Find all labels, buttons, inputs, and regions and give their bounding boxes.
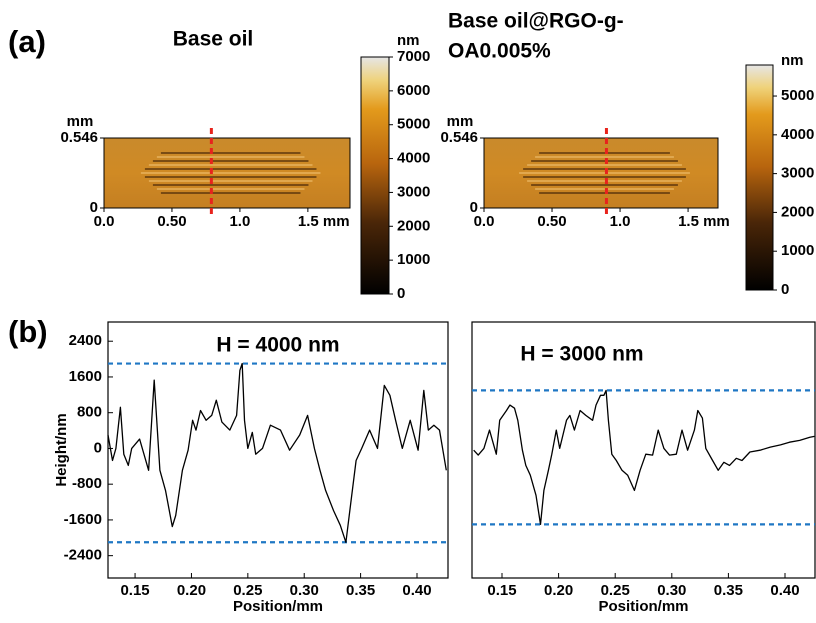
x-tick-label: 0.25: [233, 582, 262, 599]
chart-title: Base oil: [173, 28, 254, 51]
line-series: [473, 389, 815, 526]
x-tick-label: 0.30: [290, 582, 319, 599]
x-tick-label: 0.15: [120, 582, 149, 599]
x-tick-label: 0.35: [714, 582, 743, 599]
x-tick-label: 0.50: [537, 213, 566, 230]
x-tick-label: 1.5 mm: [298, 213, 350, 230]
y-tick-label: 0.546: [60, 129, 98, 146]
x-tick-label: 0.0: [94, 213, 115, 230]
plot-frame: [107, 321, 449, 579]
annotation: H = 3000 nm: [520, 343, 643, 366]
y-axis-label: mm: [67, 113, 94, 130]
colorbar-tick-label: 6000: [397, 82, 430, 99]
chart-title: OA0.005%: [448, 40, 551, 63]
y-tick-label: -800: [72, 475, 102, 492]
x-tick-label: 0.20: [177, 582, 206, 599]
colorbar-tick-label: 2000: [397, 217, 430, 234]
colorbar-tick-label: 5000: [397, 116, 430, 133]
y-tick-label: 1600: [69, 368, 102, 385]
x-axis-label: Position/mm: [233, 598, 323, 615]
x-tick-label: 0.15: [487, 582, 516, 599]
colorbar-tick-label: 1000: [397, 251, 430, 268]
x-tick-label: 0.35: [346, 582, 375, 599]
x-tick-label: 1.0: [610, 213, 631, 230]
colorbar-tick-label: 4000: [781, 126, 814, 143]
colorbar-tick-label: 4000: [397, 150, 430, 167]
colorbar-tick-label: 3000: [781, 165, 814, 182]
y-tick-label: 0: [90, 199, 98, 216]
colorbar-tick-label: 1000: [781, 242, 814, 259]
colorbar-tick-label: 2000: [781, 203, 814, 220]
panel-label: (a): [8, 24, 46, 59]
chart-title: Base oil@RGO-g-: [448, 10, 624, 33]
colorbar-tick-label: 0: [397, 285, 405, 302]
x-tick-label: 0.40: [770, 582, 799, 599]
colorbar-tick-label: 0: [781, 281, 789, 298]
colorbar-tick-label: 3000: [397, 183, 430, 200]
line-series: [107, 362, 447, 543]
panel-label: (b): [8, 314, 48, 349]
plot-frame: [103, 137, 351, 209]
colorbar: [745, 64, 774, 291]
plot-frame: [483, 137, 719, 209]
plot-frame: [471, 321, 816, 579]
y-tick-label: 0: [94, 439, 102, 456]
y-axis-label: mm: [447, 113, 474, 130]
x-tick-label: 0.30: [657, 582, 686, 599]
x-tick-label: 1.0: [229, 213, 250, 230]
x-tick-label: 0.40: [402, 582, 431, 599]
colorbar: [360, 56, 390, 295]
x-tick-label: 1.5 mm: [678, 213, 730, 230]
y-tick-label: 800: [77, 404, 102, 421]
x-tick-label: 0.25: [601, 582, 630, 599]
y-axis-label: Height/nm: [53, 413, 70, 486]
x-tick-label: 0.0: [474, 213, 495, 230]
y-tick-label: 0: [470, 199, 478, 216]
y-tick-label: -1600: [64, 511, 102, 528]
colorbar-tick-label: 7000: [397, 48, 430, 65]
colorbar-tick-label: 5000: [781, 87, 814, 104]
x-tick-label: 0.50: [157, 213, 186, 230]
y-tick-label: 2400: [69, 332, 102, 349]
colorbar-label: nm: [781, 52, 804, 69]
colorbar-label: nm: [397, 32, 420, 49]
annotation: H = 4000 nm: [216, 334, 339, 357]
x-tick-label: 0.20: [544, 582, 573, 599]
y-tick-label: 0.546: [440, 129, 478, 146]
x-axis-label: Position/mm: [598, 598, 688, 615]
y-tick-label: -2400: [64, 547, 102, 564]
